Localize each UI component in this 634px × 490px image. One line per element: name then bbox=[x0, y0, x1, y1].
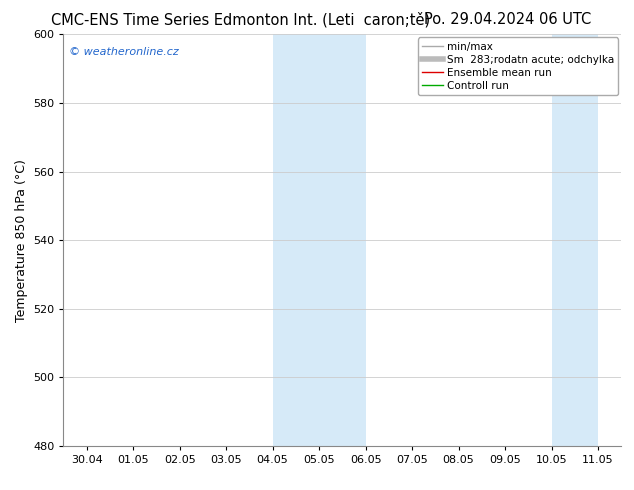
Text: © weatheronline.cz: © weatheronline.cz bbox=[69, 47, 179, 57]
Bar bbox=[273, 34, 366, 446]
Bar bbox=[552, 34, 598, 446]
Legend: min/max, Sm  283;rodatn acute; odchylka, Ensemble mean run, Controll run: min/max, Sm 283;rodatn acute; odchylka, … bbox=[418, 37, 618, 95]
Text: Po. 29.04.2024 06 UTC: Po. 29.04.2024 06 UTC bbox=[424, 12, 591, 27]
Y-axis label: Temperature 850 hPa (°C): Temperature 850 hPa (°C) bbox=[15, 159, 27, 321]
Text: CMC-ENS Time Series Edmonton Int. (Leti  caron;tě): CMC-ENS Time Series Edmonton Int. (Leti … bbox=[51, 12, 430, 28]
